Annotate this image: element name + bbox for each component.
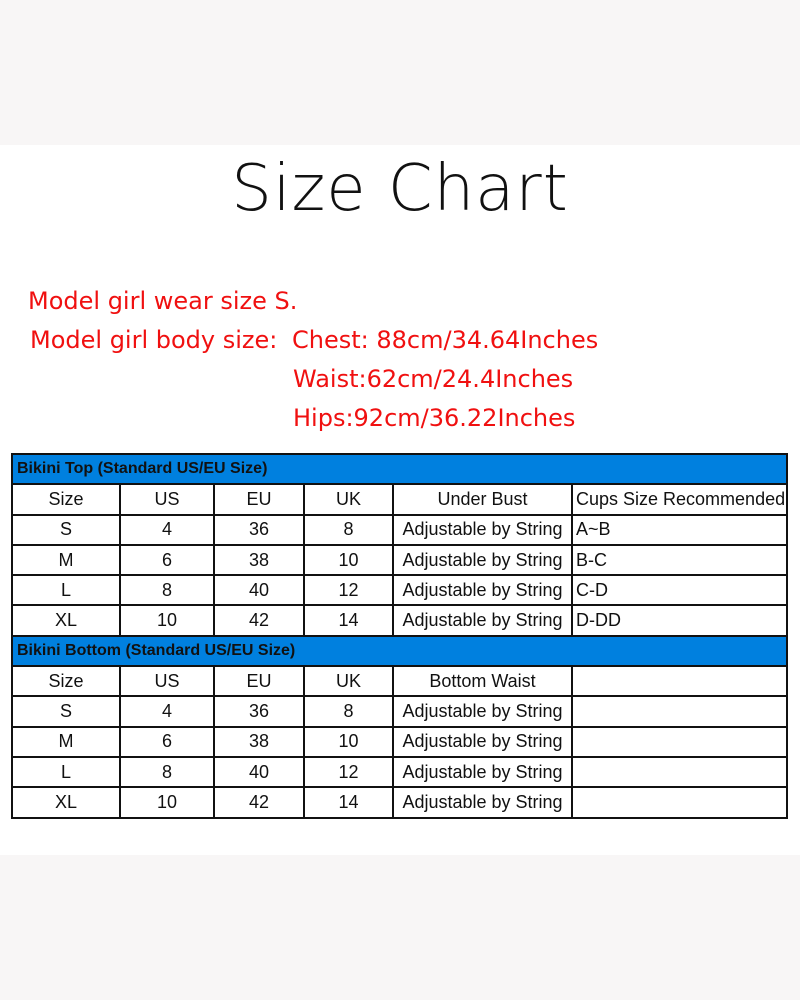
model-hips: Hips:92cm/36.22Inches <box>293 404 576 432</box>
column-header: Under Bust <box>392 483 573 516</box>
table-row: XL 10 42 14 Adjustable by String D-DD <box>11 604 789 637</box>
column-header: US <box>119 483 215 516</box>
table-cell: Adjustable by String <box>392 543 573 577</box>
bikini-top-heading-row: Bikini Top (Standard US/EU Size) <box>10 452 789 486</box>
table-cell: 8 <box>119 755 215 789</box>
table-cell: 8 <box>303 695 394 728</box>
table-cell: Adjustable by String <box>392 755 573 789</box>
table-cell <box>570 755 789 789</box>
table-cell: 40 <box>213 755 305 789</box>
table-cell: 10 <box>303 725 394 758</box>
column-header: Size <box>11 665 121 698</box>
model-body-label: Model girl body size: <box>30 326 278 354</box>
table-cell: A~B <box>570 513 789 546</box>
table-row: L 8 40 12 Adjustable by String C-D <box>11 574 789 607</box>
table-cell: 12 <box>303 755 394 789</box>
table-cell: M <box>11 543 121 577</box>
table-cell <box>570 786 789 819</box>
table-cell: 14 <box>303 786 394 819</box>
table-cell: 4 <box>119 513 215 546</box>
column-header: EU <box>213 665 305 698</box>
table-cell <box>570 695 789 728</box>
size-table: Bikini Top (Standard US/EU Size) Size US EU… <box>10 452 789 819</box>
page-title: Size Chart <box>231 152 569 226</box>
column-header: US <box>119 665 215 698</box>
table-cell: M <box>11 725 121 758</box>
table-cell: Adjustable by String <box>392 574 573 607</box>
column-header <box>570 665 789 698</box>
table-cell: 12 <box>303 574 394 607</box>
table-cell: 14 <box>303 604 394 637</box>
column-header: Size <box>11 483 121 516</box>
table-cell: 10 <box>119 604 215 637</box>
table-cell: 6 <box>119 725 215 758</box>
bikini-top-column-header-row: Size US EU UK Under Bust Cups Size Recommende… <box>11 483 789 516</box>
table-cell: 8 <box>303 513 394 546</box>
bikini-bottom-heading-row: Bikini Bottom (Standard US/EU Size) <box>10 634 789 668</box>
column-header: UK <box>303 483 394 516</box>
model-waist: Waist:62cm/24.4Inches <box>293 365 574 393</box>
table-cell: B-C <box>570 543 789 577</box>
table-row: L 8 40 12 Adjustable by String <box>11 755 789 789</box>
bikini-bottom-heading: Bikini Bottom (Standard US/EU Size) <box>10 634 789 668</box>
table-cell: 8 <box>119 574 215 607</box>
table-cell: S <box>11 513 121 546</box>
column-header: Bottom Waist <box>392 665 573 698</box>
table-cell: D-DD <box>570 604 789 637</box>
model-wear-note: Model girl wear size S. <box>28 287 298 315</box>
bikini-top-heading: Bikini Top (Standard US/EU Size) <box>10 452 789 486</box>
table-cell: 40 <box>213 574 305 607</box>
table-cell: 42 <box>213 786 305 819</box>
table-cell: L <box>11 755 121 789</box>
table-cell: Adjustable by String <box>392 695 573 728</box>
bikini-bottom-column-header-row: Size US EU UK Bottom Waist <box>11 665 789 698</box>
table-cell: XL <box>11 786 121 819</box>
column-header: EU <box>213 483 305 516</box>
column-header: Cups Size Recommended <box>570 483 789 516</box>
table-cell: Adjustable by String <box>392 604 573 637</box>
table-row: S 4 36 8 Adjustable by String <box>11 695 789 728</box>
table-cell: 4 <box>119 695 215 728</box>
table-cell: 10 <box>119 786 215 819</box>
table-cell: Adjustable by String <box>392 513 573 546</box>
table-cell: S <box>11 695 121 728</box>
table-row: XL 10 42 14 Adjustable by String <box>11 786 789 819</box>
table-cell <box>570 725 789 758</box>
table-cell: 38 <box>213 725 305 758</box>
column-header: UK <box>303 665 394 698</box>
table-cell: 6 <box>119 543 215 577</box>
table-cell: Adjustable by String <box>392 725 573 758</box>
table-cell: 10 <box>303 543 394 577</box>
table-row: M 6 38 10 Adjustable by String <box>11 725 789 758</box>
table-cell: 36 <box>213 695 305 728</box>
table-row: S 4 36 8 Adjustable by String A~B <box>11 513 789 546</box>
table-cell: Adjustable by String <box>392 786 573 819</box>
table-cell: L <box>11 574 121 607</box>
table-row: M 6 38 10 Adjustable by String B-C <box>11 543 789 577</box>
table-cell: C-D <box>570 574 789 607</box>
model-chest: Chest: 88cm/34.64Inches <box>292 326 599 354</box>
table-cell: 36 <box>213 513 305 546</box>
table-cell: 42 <box>213 604 305 637</box>
table-cell: 38 <box>213 543 305 577</box>
table-cell: XL <box>11 604 121 637</box>
